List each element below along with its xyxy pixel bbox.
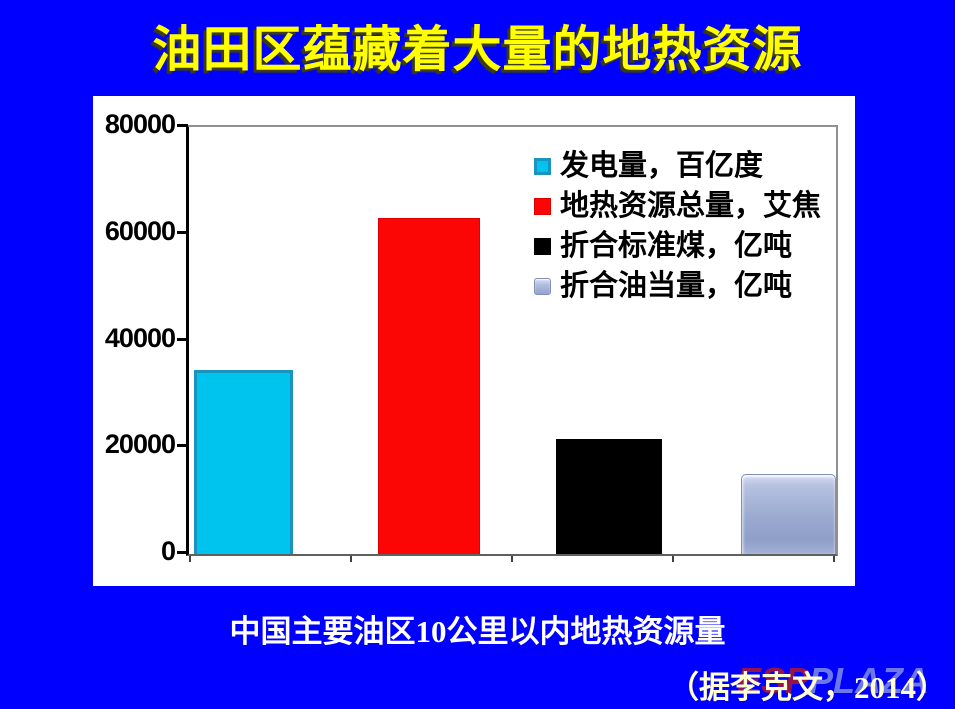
legend-label: 发电量，百亿度 [560, 150, 764, 182]
legend-swatch [534, 277, 551, 295]
legend-label: 地热资源总量，艾焦 [560, 190, 822, 222]
y-tick-label: 0 [160, 536, 176, 566]
watermark-right: PLAZA [809, 660, 930, 701]
legend-swatch [534, 157, 551, 175]
legend-label: 折合油当量，亿吨 [560, 270, 793, 302]
slide-title: 油田区蕴藏着大量的地热资源 [152, 23, 803, 77]
x-tick [189, 556, 191, 562]
x-tick [350, 556, 352, 562]
citation: （据李克文，2014） [668, 670, 947, 705]
y-tick-label: 60000 [104, 215, 176, 246]
y-tick [177, 337, 188, 341]
legend-item: 折合油当量，亿吨 [534, 266, 821, 306]
x-tick [511, 556, 513, 562]
y-tick-label: 80000 [104, 109, 176, 139]
chart-bar [741, 473, 836, 554]
y-tick [177, 124, 188, 127]
chart-bar [378, 217, 480, 554]
legend-item: 地热资源总量，艾焦 [534, 186, 821, 226]
y-tick-label: 40000 [104, 322, 176, 353]
legend-item: 折合标准煤，亿吨 [534, 226, 821, 266]
plot-area [186, 125, 838, 562]
legend-item: 发电量，百亿度 [534, 146, 821, 186]
chart-panel: 80000 60000 40000 20000 0 发电量，百亿度地热资源总量，艾焦 折合… [93, 96, 855, 586]
chart-legend: 发电量，百亿度地热资源总量，艾焦 折合标准煤，亿吨 折合油当量，亿吨 [534, 146, 821, 306]
x-tick [672, 556, 674, 562]
y-tick [177, 230, 188, 234]
chart-bar [556, 439, 662, 554]
chart-caption: 中国主要油区10公里以内地热资源量 [229, 614, 726, 649]
y-tick [177, 551, 188, 554]
legend-swatch [534, 237, 551, 255]
y-axis-labels: 80000 60000 40000 20000 0 [93, 111, 181, 565]
y-tick-label: 20000 [104, 429, 176, 460]
y-tick [177, 444, 188, 448]
watermark-left: ESP [737, 660, 810, 701]
legend-swatch [534, 197, 551, 215]
watermark: ESPPLAZA [737, 660, 929, 702]
chart-bar [194, 369, 293, 554]
legend-label: 折合标准煤，亿吨 [560, 230, 793, 262]
x-tick [833, 556, 835, 562]
